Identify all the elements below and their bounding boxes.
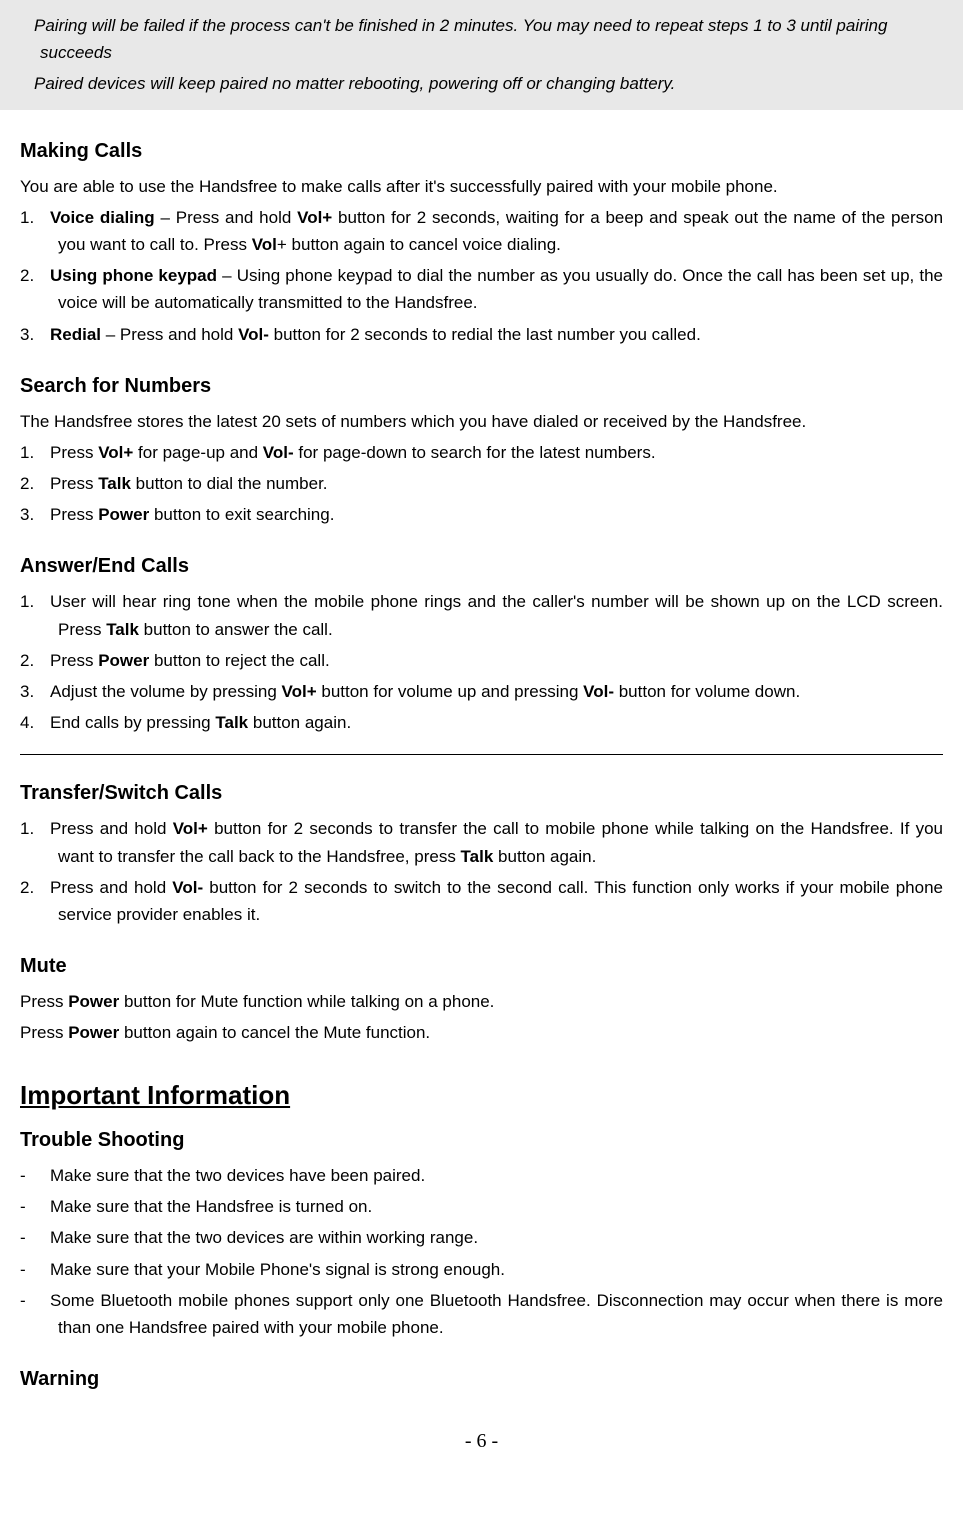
list-number: 1. [20, 815, 50, 842]
transfer-heading: Transfer/Switch Calls [20, 777, 943, 809]
dash-bullet: - [20, 1193, 50, 1220]
list-item: 3.Adjust the volume by pressing Vol+ but… [20, 678, 943, 705]
dash-bullet: - [20, 1287, 50, 1314]
list-item: 4.End calls by pressing Talk button agai… [20, 709, 943, 736]
making-calls-intro: You are able to use the Handsfree to mak… [20, 173, 943, 200]
trouble-heading: Trouble Shooting [20, 1124, 943, 1156]
dash-bullet: - [20, 1256, 50, 1283]
list-item: 2.Press Power button to reject the call. [20, 647, 943, 674]
list-item: -Some Bluetooth mobile phones support on… [20, 1287, 943, 1341]
bold-lead: Redial [50, 325, 101, 344]
list-number: 4. [20, 709, 50, 736]
note-text: Paired devices will keep paired no matte… [34, 74, 675, 93]
note-box: 2.Pairing will be failed if the process … [0, 0, 963, 110]
list-number: 1. [20, 439, 50, 466]
list-number: 3. [12, 70, 34, 97]
note-item-3: 3.Paired devices will keep paired no mat… [12, 70, 951, 97]
mute-heading: Mute [20, 950, 943, 982]
search-intro: The Handsfree stores the latest 20 sets … [20, 408, 943, 435]
list-item: 3.Press Power button to exit searching. [20, 501, 943, 528]
list-item: 2.Press and hold Vol- button for 2 secon… [20, 874, 943, 928]
mute-line-2: Press Power button again to cancel the M… [20, 1019, 943, 1046]
list-number: 2. [20, 262, 50, 289]
list-item: 3.Redial – Press and hold Vol- button fo… [20, 321, 943, 348]
list-number: 2. [12, 12, 34, 39]
search-heading: Search for Numbers [20, 370, 943, 402]
list-number: 2. [20, 874, 50, 901]
bold-lead: Voice dialing [50, 208, 155, 227]
list-item: 1.User will hear ring tone when the mobi… [20, 588, 943, 642]
list-item: -Make sure that the Handsfree is turned … [20, 1193, 943, 1220]
answer-heading: Answer/End Calls [20, 550, 943, 582]
page-number: - 6 - [20, 1425, 943, 1457]
list-item: 2.Press Talk button to dial the number. [20, 470, 943, 497]
list-number: 3. [20, 321, 50, 348]
important-heading: Important Information [20, 1075, 943, 1117]
list-item: 1.Press Vol+ for page-up and Vol- for pa… [20, 439, 943, 466]
making-calls-heading: Making Calls [20, 135, 943, 167]
list-number: 1. [20, 588, 50, 615]
note-item-2: 2.Pairing will be failed if the process … [12, 12, 951, 66]
note-text: Pairing will be failed if the process ca… [34, 16, 887, 62]
list-item: -Make sure that the two devices are with… [20, 1224, 943, 1251]
list-number: 3. [20, 678, 50, 705]
divider [20, 754, 943, 755]
list-item: -Make sure that the two devices have bee… [20, 1162, 943, 1189]
bold-lead: Using phone keypad [50, 266, 217, 285]
dash-bullet: - [20, 1224, 50, 1251]
list-number: 1. [20, 204, 50, 231]
list-item: 2.Using phone keypad – Using phone keypa… [20, 262, 943, 316]
list-item: 1.Press and hold Vol+ button for 2 secon… [20, 815, 943, 869]
dash-bullet: - [20, 1162, 50, 1189]
warning-heading: Warning [20, 1363, 943, 1395]
list-item: -Make sure that your Mobile Phone's sign… [20, 1256, 943, 1283]
list-number: 2. [20, 647, 50, 674]
list-item: 1.Voice dialing – Press and hold Vol+ bu… [20, 204, 943, 258]
list-number: 3. [20, 501, 50, 528]
list-number: 2. [20, 470, 50, 497]
mute-line-1: Press Power button for Mute function whi… [20, 988, 943, 1015]
